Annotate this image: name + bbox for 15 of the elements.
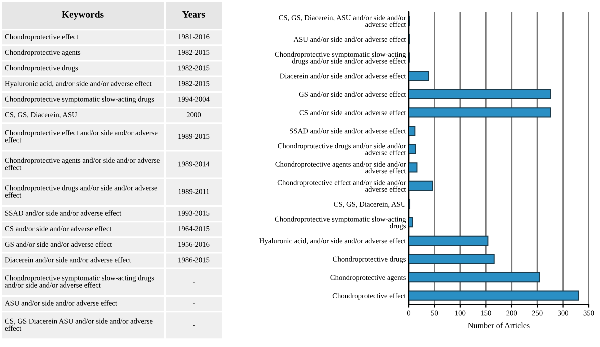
text: Keywords — [62, 11, 104, 20]
bar — [409, 89, 552, 100]
bar — [409, 108, 552, 118]
bar — [409, 254, 495, 264]
bar — [409, 218, 414, 228]
bar — [409, 162, 418, 173]
bar — [409, 236, 489, 246]
bar — [409, 144, 416, 154]
bar — [409, 71, 430, 82]
text: Years — [182, 11, 206, 18]
bar — [409, 272, 540, 283]
bar — [409, 290, 580, 301]
x-axis-title: Number of Articles — [468, 322, 530, 328]
bar — [409, 126, 416, 136]
bar — [409, 180, 434, 192]
